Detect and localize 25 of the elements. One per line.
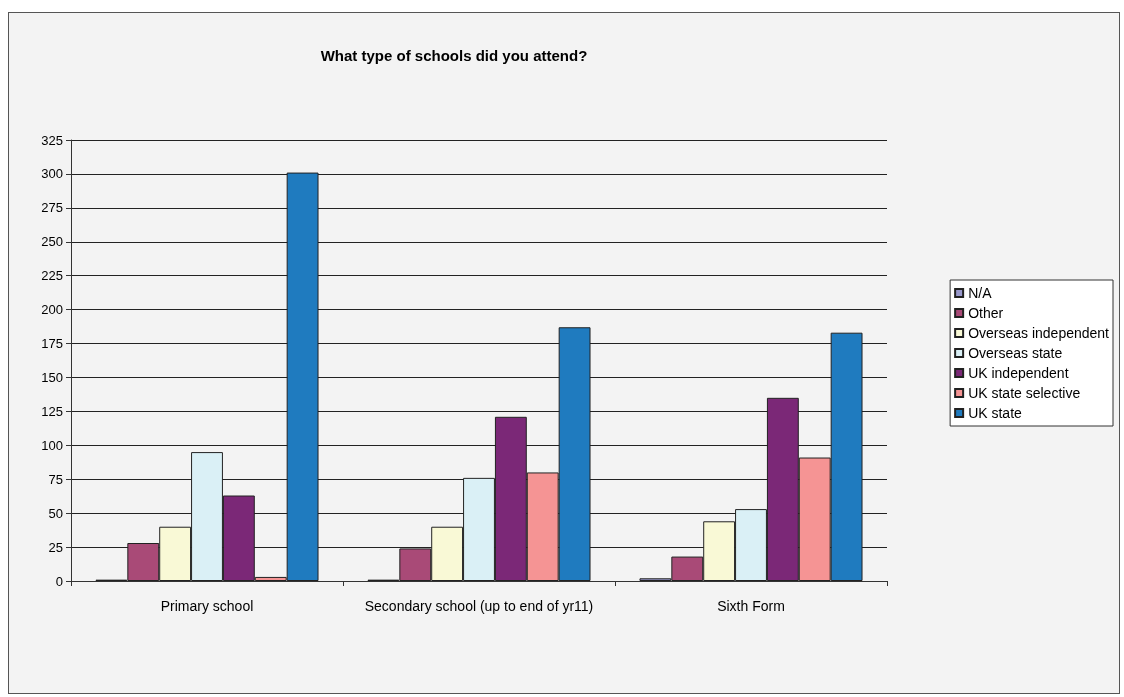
- y-tick-label: 300: [41, 166, 63, 182]
- y-tick-label: 125: [41, 403, 63, 419]
- y-tick-label: 75: [48, 471, 63, 487]
- y-tick-label: 175: [41, 336, 63, 352]
- legend-label: Overseas independent: [968, 325, 1110, 341]
- x-tick-label: Secondary school (up to end of yr11): [364, 598, 594, 614]
- y-tick-label: 325: [41, 132, 63, 148]
- legend-label: UK state selective: [968, 385, 1081, 401]
- legend-label: Overseas state: [968, 345, 1063, 361]
- x-tick-label: Primary school: [160, 598, 254, 614]
- chart-title: What type of schools did you attend?: [320, 47, 588, 64]
- y-tick-label: 0: [55, 573, 63, 589]
- y-tick-label: 50: [48, 505, 63, 521]
- y-tick-label: 150: [41, 369, 63, 385]
- legend-label: N/A: [968, 285, 993, 301]
- y-tick-label: 200: [41, 302, 63, 318]
- y-tick-label: 275: [41, 200, 63, 216]
- y-tick-label: 25: [48, 539, 63, 555]
- legend-label: Other: [968, 305, 1004, 321]
- y-tick-label: 225: [41, 268, 63, 284]
- x-tick-label: Sixth Form: [717, 598, 785, 614]
- legend-label: UK state: [968, 405, 1023, 421]
- legend-label: UK independent: [968, 365, 1069, 381]
- y-tick-label: 100: [41, 437, 63, 453]
- y-tick-label: 250: [41, 234, 63, 250]
